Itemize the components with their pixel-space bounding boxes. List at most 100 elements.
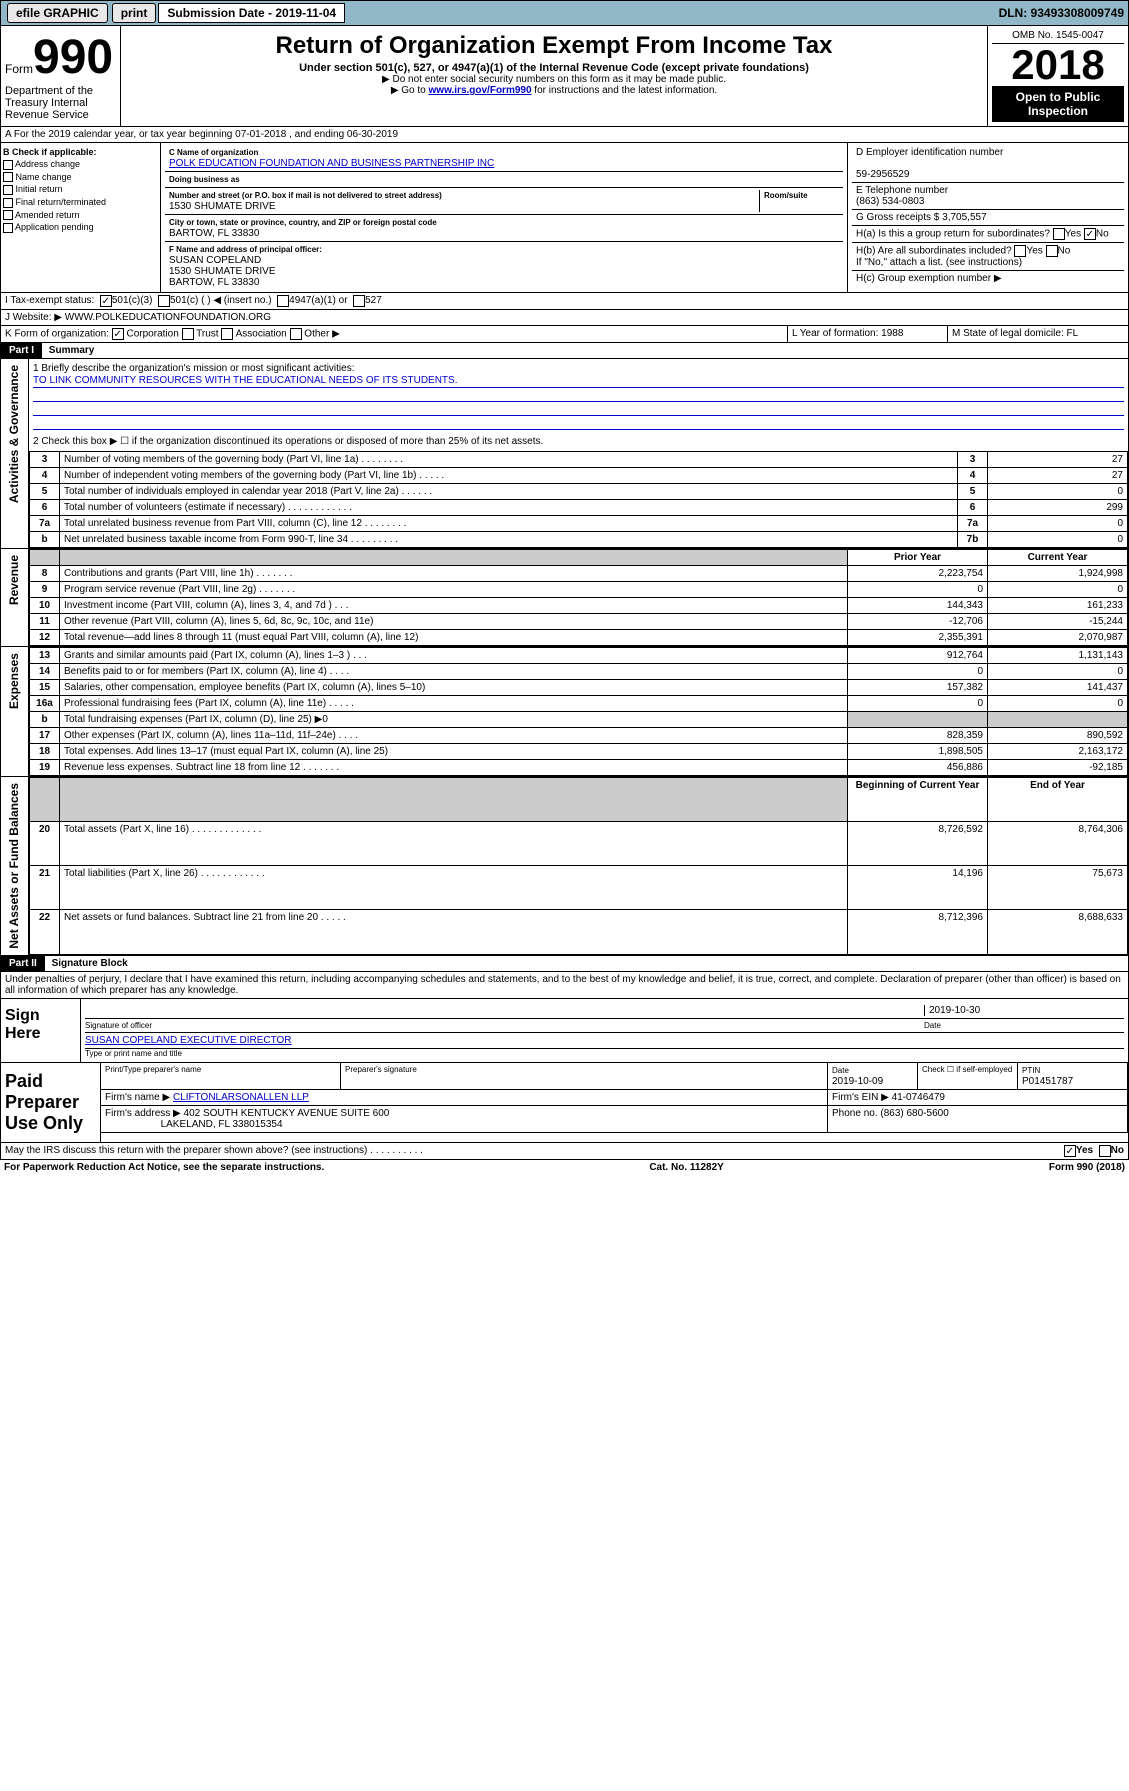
current-val: 8,764,306: [988, 822, 1128, 866]
chk-name[interactable]: [3, 172, 13, 182]
line-num: 12: [30, 630, 60, 646]
line-desc: Total fundraising expenses (Part IX, col…: [60, 712, 848, 728]
vlabel-net: Net Assets or Fund Balances: [5, 779, 23, 953]
tax-year: 2018: [992, 44, 1124, 86]
chk-pending[interactable]: [3, 223, 13, 233]
current-val: 0: [988, 696, 1128, 712]
officer-name: SUSAN COPELAND: [169, 255, 261, 266]
col-head: Prior Year: [848, 550, 988, 566]
col-head: End of Year: [988, 778, 1128, 822]
current-val: 75,673: [988, 866, 1128, 910]
org-name[interactable]: POLK EDUCATION FOUNDATION AND BUSINESS P…: [169, 158, 494, 169]
line-num: 22: [30, 910, 60, 954]
line-desc: Total liabilities (Part X, line 26) . . …: [60, 866, 848, 910]
current-val: 141,437: [988, 680, 1128, 696]
summary-top-table: 3 Number of voting members of the govern…: [29, 451, 1128, 548]
chk-assoc[interactable]: [221, 328, 233, 340]
page-title: Return of Organization Exempt From Incom…: [125, 32, 983, 60]
sign-date: 2019-10-30: [924, 1005, 1124, 1016]
current-val: 2,070,987: [988, 630, 1128, 646]
check-applicable: B Check if applicable: Address change Na…: [1, 143, 161, 292]
line-num: 8: [30, 566, 60, 582]
q2: 2 Check this box ▶ ☐ if the organization…: [33, 436, 1124, 447]
line-val: 0: [988, 516, 1128, 532]
chk-other[interactable]: [290, 328, 302, 340]
chk-address[interactable]: [3, 160, 13, 170]
ptin: P01451787: [1022, 1076, 1073, 1087]
ha-no[interactable]: ✓: [1084, 228, 1096, 240]
line-desc: Salaries, other compensation, employee b…: [60, 680, 848, 696]
efile-btn[interactable]: efile GRAPHIC: [7, 3, 108, 23]
line-desc: Total assets (Part X, line 16) . . . . .…: [60, 822, 848, 866]
ha-yes[interactable]: [1053, 228, 1065, 240]
topbar: efile GRAPHIC print Submission Date - 20…: [0, 0, 1129, 26]
line-desc: Net unrelated business taxable income fr…: [60, 532, 958, 548]
discuss-yes[interactable]: ✓: [1064, 1145, 1076, 1157]
prior-val: 0: [848, 664, 988, 680]
chk-501c[interactable]: [158, 295, 170, 307]
summary-section: Activities & Governance 1 Briefly descri…: [0, 359, 1129, 549]
col-head: Current Year: [988, 550, 1128, 566]
prior-val: 0: [848, 582, 988, 598]
line-desc: Grants and similar amounts paid (Part IX…: [60, 648, 848, 664]
org-block: B Check if applicable: Address change Na…: [0, 143, 1129, 293]
line-desc: Program service revenue (Part VIII, line…: [60, 582, 848, 598]
dln: DLN: 93493308009749: [999, 6, 1124, 20]
line-box: 3: [958, 452, 988, 468]
chk-501c3[interactable]: ✓: [100, 295, 112, 307]
line-desc: Professional fundraising fees (Part IX, …: [60, 696, 848, 712]
form-header: Form990 Department of the Treasury Inter…: [0, 26, 1129, 127]
line-num: 4: [30, 468, 60, 484]
chk-amended[interactable]: [3, 210, 13, 220]
ein: 59-2956529: [856, 169, 909, 180]
hb-no[interactable]: [1046, 245, 1058, 257]
line-desc: Total number of volunteers (estimate if …: [60, 500, 958, 516]
hb-yes[interactable]: [1014, 245, 1026, 257]
tax-status-row: I Tax-exempt status: ✓ 501(c)(3) 501(c) …: [0, 293, 1129, 310]
form-number: 990: [33, 31, 113, 84]
prior-val: 8,726,592: [848, 822, 988, 866]
chk-final[interactable]: [3, 198, 13, 208]
chk-trust[interactable]: [182, 328, 194, 340]
line-desc: Number of voting members of the governin…: [60, 452, 958, 468]
vlabel-activities: Activities & Governance: [5, 361, 23, 507]
line-num: 19: [30, 760, 60, 776]
line-box: 4: [958, 468, 988, 484]
chk-527[interactable]: [353, 295, 365, 307]
print-btn[interactable]: print: [112, 3, 157, 23]
subtitle: Under section 501(c), 527, or 4947(a)(1)…: [125, 62, 983, 74]
line-desc: Revenue less expenses. Subtract line 18 …: [60, 760, 848, 776]
k-row: K Form of organization: ✓ Corporation Tr…: [0, 326, 1129, 343]
right-info: D Employer identification number59-29565…: [848, 143, 1128, 292]
firm-phone: Phone no. (863) 680-5600: [828, 1106, 1128, 1132]
form-label: Form: [5, 62, 33, 76]
line-desc: Total number of individuals employed in …: [60, 484, 958, 500]
line-val: 27: [988, 468, 1128, 484]
line-box: 5: [958, 484, 988, 500]
irs-link[interactable]: www.irs.gov/Form990: [429, 85, 532, 96]
signer-name: SUSAN COPELAND EXECUTIVE DIRECTOR: [85, 1035, 292, 1046]
firm-name[interactable]: CLIFTONLARSONALLEN LLP: [173, 1092, 309, 1103]
line-val: 299: [988, 500, 1128, 516]
prior-val: 157,382: [848, 680, 988, 696]
line-num: b: [30, 532, 60, 548]
perjury: Under penalties of perjury, I declare th…: [0, 972, 1129, 999]
line-box: 7b: [958, 532, 988, 548]
org-info: C Name of organizationPOLK EDUCATION FOU…: [161, 143, 848, 292]
line-num: 15: [30, 680, 60, 696]
chk-4947[interactable]: [277, 295, 289, 307]
discuss-no[interactable]: [1099, 1145, 1111, 1157]
note-ssn: ▶ Do not enter social security numbers o…: [125, 74, 983, 85]
line-num: 18: [30, 744, 60, 760]
chk-corp[interactable]: ✓: [112, 328, 124, 340]
line-desc: Total expenses. Add lines 13–17 (must eq…: [60, 744, 848, 760]
chk-initial[interactable]: [3, 185, 13, 195]
prior-val: 14,196: [848, 866, 988, 910]
current-val: -15,244: [988, 614, 1128, 630]
prep-date: 2019-10-09: [832, 1076, 883, 1087]
current-val: 890,592: [988, 728, 1128, 744]
website-row: J Website: ▶ WWW.POLKEDUCATIONFOUNDATION…: [0, 310, 1129, 326]
prior-val: 912,764: [848, 648, 988, 664]
line-desc: Number of independent voting members of …: [60, 468, 958, 484]
footer: For Paperwork Reduction Act Notice, see …: [0, 1160, 1129, 1175]
